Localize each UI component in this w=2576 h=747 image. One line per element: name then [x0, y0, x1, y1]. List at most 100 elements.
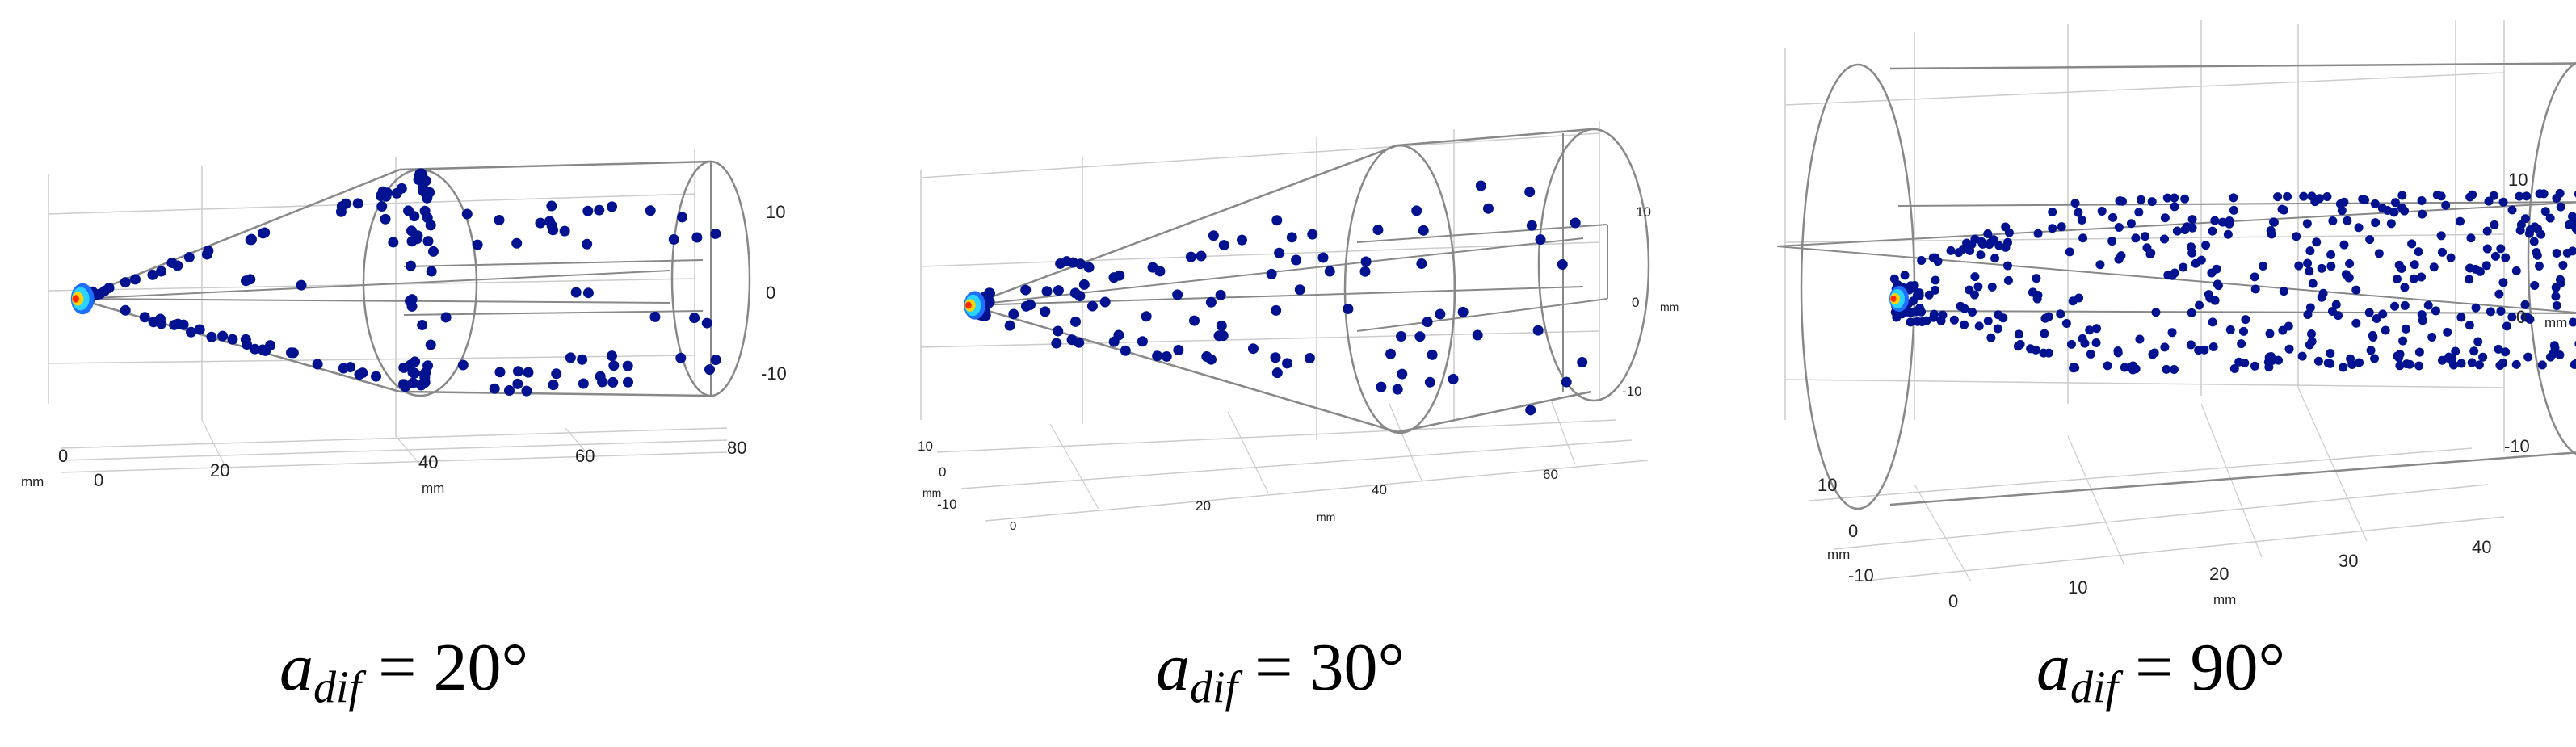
data-point [1973, 282, 1983, 292]
axis-line [969, 286, 1584, 306]
data-point [2496, 306, 2506, 316]
data-point [398, 379, 410, 390]
data-point [2103, 361, 2112, 371]
data-point [1053, 325, 1064, 337]
data-point [2501, 347, 2511, 357]
z-tick-0: 0 [2516, 307, 2526, 327]
y-axis-label: mm [922, 486, 941, 499]
data-point [1418, 225, 1429, 236]
data-point [2473, 337, 2483, 346]
data-point [420, 188, 431, 199]
data-point [2126, 219, 2136, 229]
data-point [1427, 349, 1438, 360]
data-point [1185, 251, 1196, 262]
data-point [607, 376, 619, 388]
data-point [2170, 268, 2179, 278]
data-point [2237, 339, 2246, 349]
data-point [99, 285, 111, 296]
data-point [2552, 300, 2561, 310]
data-point [2446, 253, 2456, 262]
box-line [1356, 224, 1608, 243]
data-point [1889, 274, 1899, 283]
data-point [710, 355, 721, 366]
data-point [2417, 272, 2427, 282]
z-tick-minus10: -10 [761, 363, 787, 384]
data-point [2456, 359, 2466, 368]
data-point [2250, 361, 2259, 371]
box-line [1776, 246, 2576, 314]
data-point [1376, 381, 1387, 392]
data-point [312, 359, 323, 370]
data-point [404, 296, 415, 307]
data-point [156, 266, 167, 277]
data-point [2482, 226, 2492, 236]
caption-subscript: dif [1189, 662, 1238, 713]
data-point [2558, 260, 2568, 270]
data-point [2540, 207, 2550, 216]
data-point [2170, 193, 2179, 203]
data-point [677, 212, 688, 223]
data-point [2326, 359, 2335, 368]
data-point [2365, 235, 2375, 245]
data-point [120, 304, 131, 316]
data-point [2515, 191, 2524, 201]
scatter-plot-90: 10 0 mm -10 10 0 mm -10 0 10 20 30 40 mm [1776, 20, 2576, 611]
data-point [2208, 317, 2217, 327]
data-point [582, 238, 593, 250]
data-point [288, 347, 299, 359]
data-point [1913, 317, 1923, 326]
data-point [1201, 351, 1212, 363]
data-point [2162, 193, 2172, 203]
data-point [1172, 289, 1183, 300]
data-point [2303, 309, 2313, 319]
data-point [2556, 279, 2565, 288]
data-point [689, 313, 700, 324]
data-point [1141, 311, 1152, 322]
data-point [1113, 329, 1124, 341]
data-point [409, 211, 420, 222]
data-point [2498, 278, 2508, 287]
data-point [1949, 315, 1959, 325]
data-point [2490, 220, 2499, 229]
data-point [1570, 217, 1581, 229]
data-point [2498, 197, 2508, 207]
cylinder-edge-bottom [399, 390, 712, 397]
data-point [1970, 272, 1980, 282]
data-point [2327, 306, 2337, 316]
data-point [2279, 287, 2288, 296]
z-tick-minus10: -10 [1622, 384, 1642, 399]
data-point [2496, 244, 2506, 254]
grid-line [1550, 399, 1576, 465]
data-point [2339, 240, 2349, 250]
x-axis-label: mm [422, 481, 444, 496]
data-point [2437, 355, 2447, 365]
box-line [403, 310, 704, 316]
caption-value: 90° [2190, 630, 2286, 705]
data-point [422, 236, 434, 247]
data-point [420, 367, 431, 378]
data-point [1906, 317, 1915, 327]
data-point [2481, 261, 2491, 271]
data-point [2400, 206, 2410, 216]
caption-equals: = [1254, 630, 1293, 705]
data-point [2078, 334, 2087, 343]
data-point [1271, 304, 1282, 316]
data-point [1360, 256, 1372, 267]
data-point [645, 205, 656, 216]
data-point [2001, 242, 2011, 252]
data-point [565, 352, 576, 363]
data-point [1985, 240, 1994, 250]
grid-line [1857, 516, 2505, 582]
y-axis-label: mm [21, 474, 44, 489]
data-point [2146, 248, 2156, 258]
data-point [2401, 324, 2410, 334]
data-point [2525, 225, 2535, 235]
grid-line [920, 330, 1600, 348]
data-point [2469, 346, 2479, 356]
frame-lines [969, 128, 1650, 434]
data-point [2097, 206, 2107, 216]
data-point [1069, 287, 1081, 299]
data-point [371, 371, 382, 382]
grid-line [920, 132, 1600, 178]
data-point [2326, 349, 2335, 359]
